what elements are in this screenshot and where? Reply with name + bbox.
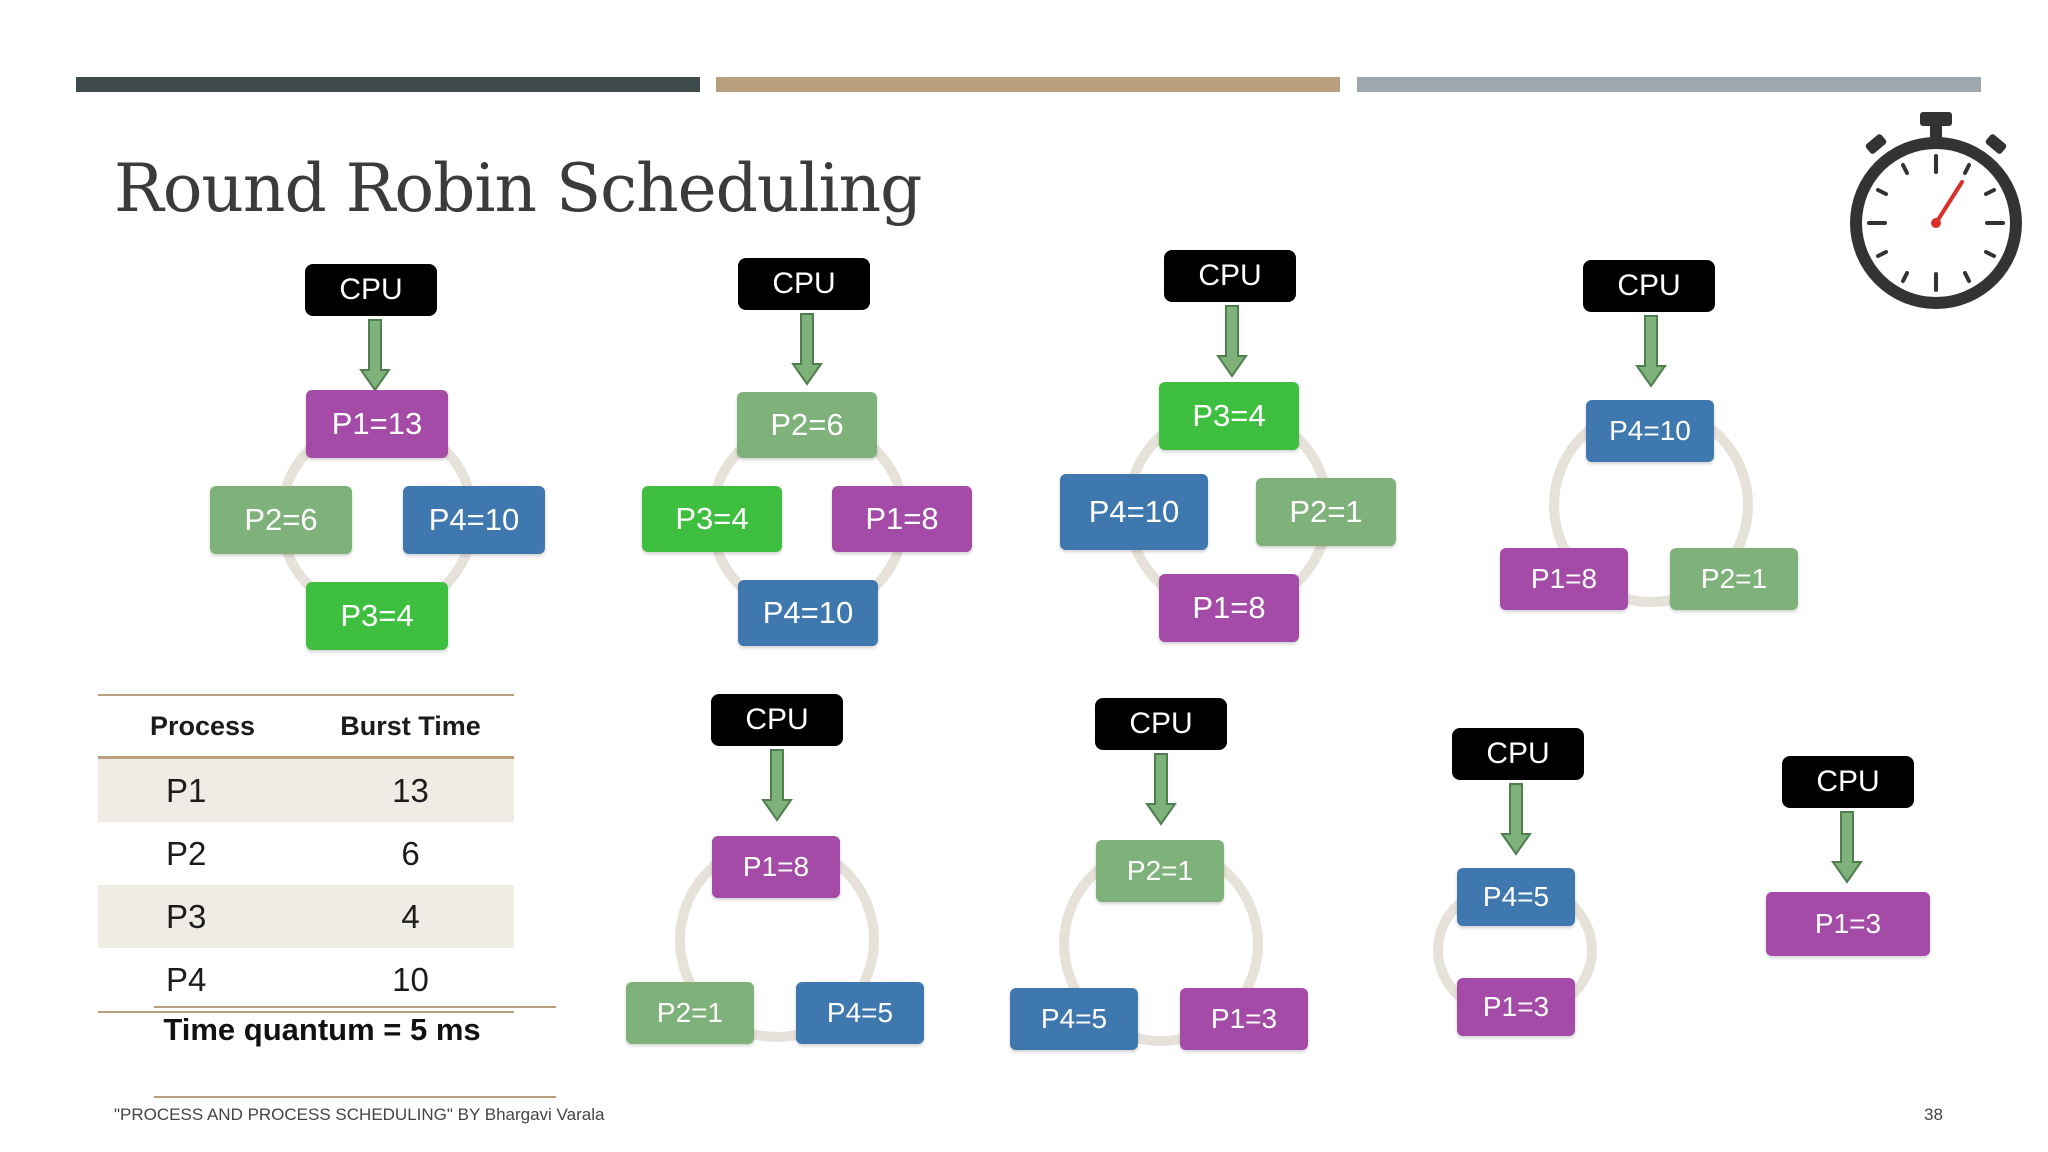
down-arrow-icon — [1635, 315, 1667, 388]
down-arrow-icon — [359, 319, 391, 392]
queue-node-p4: P4=5 — [1010, 988, 1138, 1050]
queue-node-p2: P2=1 — [1670, 548, 1798, 610]
down-arrow-icon — [1500, 783, 1532, 856]
rr-diagram-6: CPU P2=1 P1=3 P4=5 — [1010, 698, 1316, 1058]
burst-cell: 13 — [307, 757, 514, 822]
queue-node-p4: P4=10 — [1586, 400, 1714, 462]
queue-node-p2: P2=1 — [626, 982, 754, 1044]
queue-node-p1: P1=13 — [306, 390, 448, 458]
table-row: P3 4 — [98, 885, 514, 948]
rr-diagram-8: CPU P1=3 — [1764, 756, 1934, 958]
cpu-label: CPU — [1164, 250, 1296, 302]
cpu-label: CPU — [1452, 728, 1584, 780]
rr-diagram-7: CPU P4=5 P1=3 — [1420, 728, 1620, 1038]
queue-node-p1: P1=3 — [1180, 988, 1308, 1050]
queue-node-p1: P1=8 — [1500, 548, 1628, 610]
column-header-burst-time: Burst Time — [307, 694, 514, 759]
table-row: P1 13 — [98, 757, 514, 822]
cpu-label: CPU — [1782, 756, 1914, 808]
table-row: P2 6 — [98, 822, 514, 885]
queue-node-p1: P1=8 — [712, 836, 840, 898]
queue-node-p2: P2=6 — [737, 392, 877, 458]
accent-bar-gray — [1357, 77, 1981, 92]
rr-diagram-4: CPU P4=10 P2=1 P1=8 — [1500, 260, 1806, 620]
table-row: P4 10 — [98, 948, 514, 1013]
divider — [154, 1006, 556, 1008]
queue-node-p4: P4=5 — [1457, 868, 1575, 926]
cpu-label: CPU — [1095, 698, 1227, 750]
cpu-label: CPU — [711, 694, 843, 746]
down-arrow-icon — [1216, 305, 1248, 378]
queue-node-p1: P1=8 — [1159, 574, 1299, 642]
queue-node-p3: P3=4 — [1159, 382, 1299, 450]
burst-cell: 4 — [307, 885, 514, 948]
queue-node-p1: P1=8 — [832, 486, 972, 552]
divider — [154, 1096, 556, 1098]
down-arrow-icon — [1831, 811, 1863, 884]
queue-node-p4: P4=10 — [403, 486, 545, 554]
cpu-label: CPU — [305, 264, 437, 316]
rr-diagram-3: CPU P3=4 P2=1 P1=8 P4=10 — [1060, 250, 1400, 646]
rr-diagram-5: CPU P1=8 P4=5 P2=1 — [626, 694, 932, 1054]
time-quantum-label: Time quantum = 5 ms — [163, 1012, 481, 1047]
cpu-label: CPU — [738, 258, 870, 310]
cpu-label: CPU — [1583, 260, 1715, 312]
column-header-process: Process — [98, 694, 307, 759]
accent-bar-tan — [716, 77, 1340, 92]
slide-title: Round Robin Scheduling — [114, 150, 922, 227]
queue-node-p1: P1=3 — [1766, 892, 1930, 956]
down-arrow-icon — [1145, 753, 1177, 826]
stopwatch-icon — [1850, 112, 2022, 309]
process-cell: P1 — [98, 757, 307, 822]
accent-bar-dark — [76, 77, 700, 92]
burst-time-table: Process Burst Time P1 13 P2 6 P3 4 P4 10 — [98, 694, 514, 1013]
down-arrow-icon — [791, 313, 823, 386]
down-arrow-icon — [761, 749, 793, 822]
queue-node-p4: P4=10 — [1060, 474, 1208, 550]
queue-node-p3: P3=4 — [642, 486, 782, 552]
page-number: 38 — [1924, 1105, 1943, 1124]
queue-node-p2: P2=1 — [1096, 840, 1224, 902]
queue-node-p2: P2=1 — [1256, 478, 1396, 546]
footer-credit: "PROCESS AND PROCESS SCHEDULING" BY Bhar… — [114, 1105, 605, 1124]
process-cell: P3 — [98, 885, 307, 948]
queue-node-p1: P1=3 — [1457, 978, 1575, 1036]
burst-cell: 6 — [401, 834, 420, 872]
burst-cell: 10 — [307, 948, 514, 1013]
process-cell: P4 — [98, 948, 307, 1013]
queue-node-p4: P4=10 — [738, 580, 878, 646]
table-header-row: Process Burst Time — [98, 694, 514, 759]
process-cell: P2 — [166, 834, 207, 872]
rr-diagram-2: CPU P2=6 P1=8 P4=10 P3=4 — [642, 258, 982, 652]
queue-node-p2: P2=6 — [210, 486, 352, 554]
queue-node-p4: P4=5 — [796, 982, 924, 1044]
queue-node-p3: P3=4 — [306, 582, 448, 650]
rr-diagram-1: CPU P1=13 P4=10 P3=4 P2=6 — [210, 264, 550, 652]
